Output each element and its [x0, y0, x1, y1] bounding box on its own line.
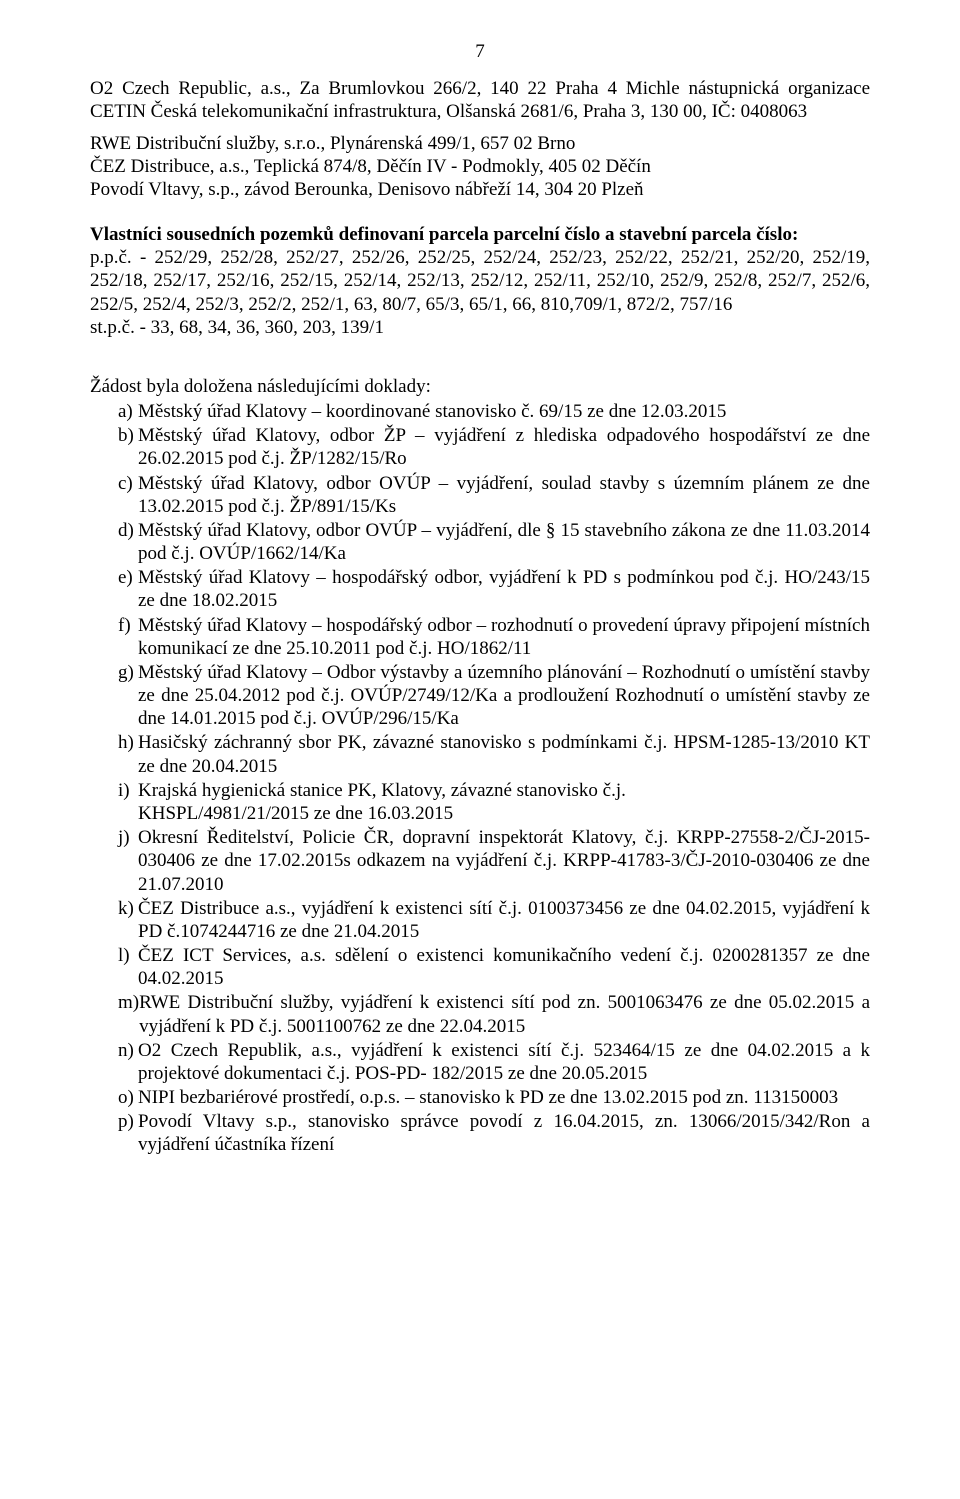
item-text: Městský úřad Klatovy – koordinované stan… [138, 400, 870, 423]
item-marker: c) [90, 472, 138, 518]
list-item: e) Městský úřad Klatovy – hospodářský od… [90, 566, 870, 612]
item-marker: l) [90, 944, 138, 990]
documents-list: a) Městský úřad Klatovy – koordinované s… [90, 400, 870, 1157]
item-text: Městský úřad Klatovy, odbor ŽP – vyjádře… [138, 424, 870, 470]
list-item: n) O2 Czech Republik, a.s., vyjádření k … [90, 1039, 870, 1085]
paragraph-cez: ČEZ Distribuce, a.s., Teplická 874/8, Dě… [90, 155, 870, 178]
item-text: Městský úřad Klatovy – Odbor výstavby a … [138, 661, 870, 731]
item-marker: b) [90, 424, 138, 470]
paragraph-rwe: RWE Distribuční služby, s.r.o., Plynáren… [90, 132, 870, 155]
parcel-list-stpc: st.p.č. - 33, 68, 34, 36, 360, 203, 139/… [90, 316, 870, 339]
paragraph-povodi: Povodí Vltavy, s.p., závod Berounka, Den… [90, 178, 870, 201]
item-marker: h) [90, 731, 138, 777]
list-item: k) ČEZ Distribuce a.s., vyjádření k exis… [90, 897, 870, 943]
item-marker: a) [90, 400, 138, 423]
item-marker: m) [90, 991, 139, 1037]
list-item: f) Městský úřad Klatovy – hospodářský od… [90, 614, 870, 660]
item-marker: o) [90, 1086, 138, 1109]
item-text: Povodí Vltavy s.p., stanovisko správce p… [138, 1110, 870, 1156]
item-marker: k) [90, 897, 138, 943]
item-text-line: Krajská hygienická stanice PK, Klatovy, … [138, 780, 626, 801]
item-text: ČEZ Distribuce a.s., vyjádření k existen… [138, 897, 870, 943]
item-text-line: KHSPL/4981/21/2015 ze dne 16.03.2015 [138, 802, 870, 825]
application-heading: Žádost byla doložena následujícími dokla… [90, 375, 870, 398]
item-text: Městský úřad Klatovy, odbor OVÚP – vyjád… [138, 519, 870, 565]
item-text: NIPI bezbariérové prostředí, o.p.s. – st… [138, 1086, 870, 1109]
list-item: o) NIPI bezbariérové prostředí, o.p.s. –… [90, 1086, 870, 1109]
item-marker: d) [90, 519, 138, 565]
list-item: b) Městský úřad Klatovy, odbor ŽP – vyjá… [90, 424, 870, 470]
list-item: j) Okresní Ředitelství, Policie ČR, dopr… [90, 826, 870, 896]
item-text: Hasičský záchranný sbor PK, závazné stan… [138, 731, 870, 777]
item-text: Okresní Ředitelství, Policie ČR, dopravn… [138, 826, 870, 896]
item-text: O2 Czech Republik, a.s., vyjádření k exi… [138, 1039, 870, 1085]
item-text: ČEZ ICT Services, a.s. sdělení o existen… [138, 944, 870, 990]
paragraph-o2: O2 Czech Republic, a.s., Za Brumlovkou 2… [90, 77, 870, 123]
item-marker: i) [90, 779, 138, 825]
item-marker: f) [90, 614, 138, 660]
item-text: Krajská hygienická stanice PK, Klatovy, … [138, 779, 870, 825]
item-marker: e) [90, 566, 138, 612]
item-text: Městský úřad Klatovy, odbor OVÚP – vyjád… [138, 472, 870, 518]
list-item: m) RWE Distribuční služby, vyjádření k e… [90, 991, 870, 1037]
list-item: h) Hasičský záchranný sbor PK, závazné s… [90, 731, 870, 777]
list-item: p) Povodí Vltavy s.p., stanovisko správc… [90, 1110, 870, 1156]
list-item: l) ČEZ ICT Services, a.s. sdělení o exis… [90, 944, 870, 990]
parcel-list-ppc: p.p.č. - 252/29, 252/28, 252/27, 252/26,… [90, 246, 870, 316]
item-marker: p) [90, 1110, 138, 1156]
item-marker: n) [90, 1039, 138, 1085]
list-item: a) Městský úřad Klatovy – koordinované s… [90, 400, 870, 423]
item-marker: g) [90, 661, 138, 731]
document-page: 7 O2 Czech Republic, a.s., Za Brumlovkou… [0, 0, 960, 1499]
list-item: c) Městský úřad Klatovy, odbor OVÚP – vy… [90, 472, 870, 518]
item-text: Městský úřad Klatovy – hospodářský odbor… [138, 566, 870, 612]
item-marker: j) [90, 826, 138, 896]
owners-heading: Vlastníci sousedních pozemků definovaní … [90, 223, 870, 246]
list-item: g) Městský úřad Klatovy – Odbor výstavby… [90, 661, 870, 731]
list-item: i) Krajská hygienická stanice PK, Klatov… [90, 779, 870, 825]
list-item: d) Městský úřad Klatovy, odbor OVÚP – vy… [90, 519, 870, 565]
page-number: 7 [90, 40, 870, 63]
item-text: Městský úřad Klatovy – hospodářský odbor… [138, 614, 870, 660]
item-text: RWE Distribuční služby, vyjádření k exis… [139, 991, 870, 1037]
